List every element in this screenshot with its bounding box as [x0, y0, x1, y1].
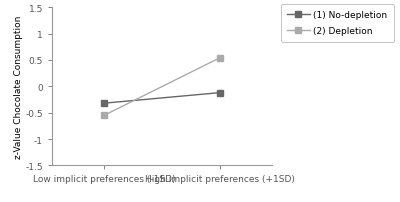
Line: (1) No-depletion: (1) No-depletion	[101, 90, 223, 106]
Y-axis label: z-Value Chocolate Consumption: z-Value Chocolate Consumption	[14, 16, 22, 158]
(2) Depletion	[218, 57, 222, 60]
(1) No-depletion	[102, 102, 106, 105]
Line: (2) Depletion: (2) Depletion	[101, 56, 223, 119]
Legend: (1) No-depletion, (2) Depletion: (1) No-depletion, (2) Depletion	[281, 5, 394, 43]
(2) Depletion	[102, 115, 106, 117]
(1) No-depletion	[218, 92, 222, 94]
